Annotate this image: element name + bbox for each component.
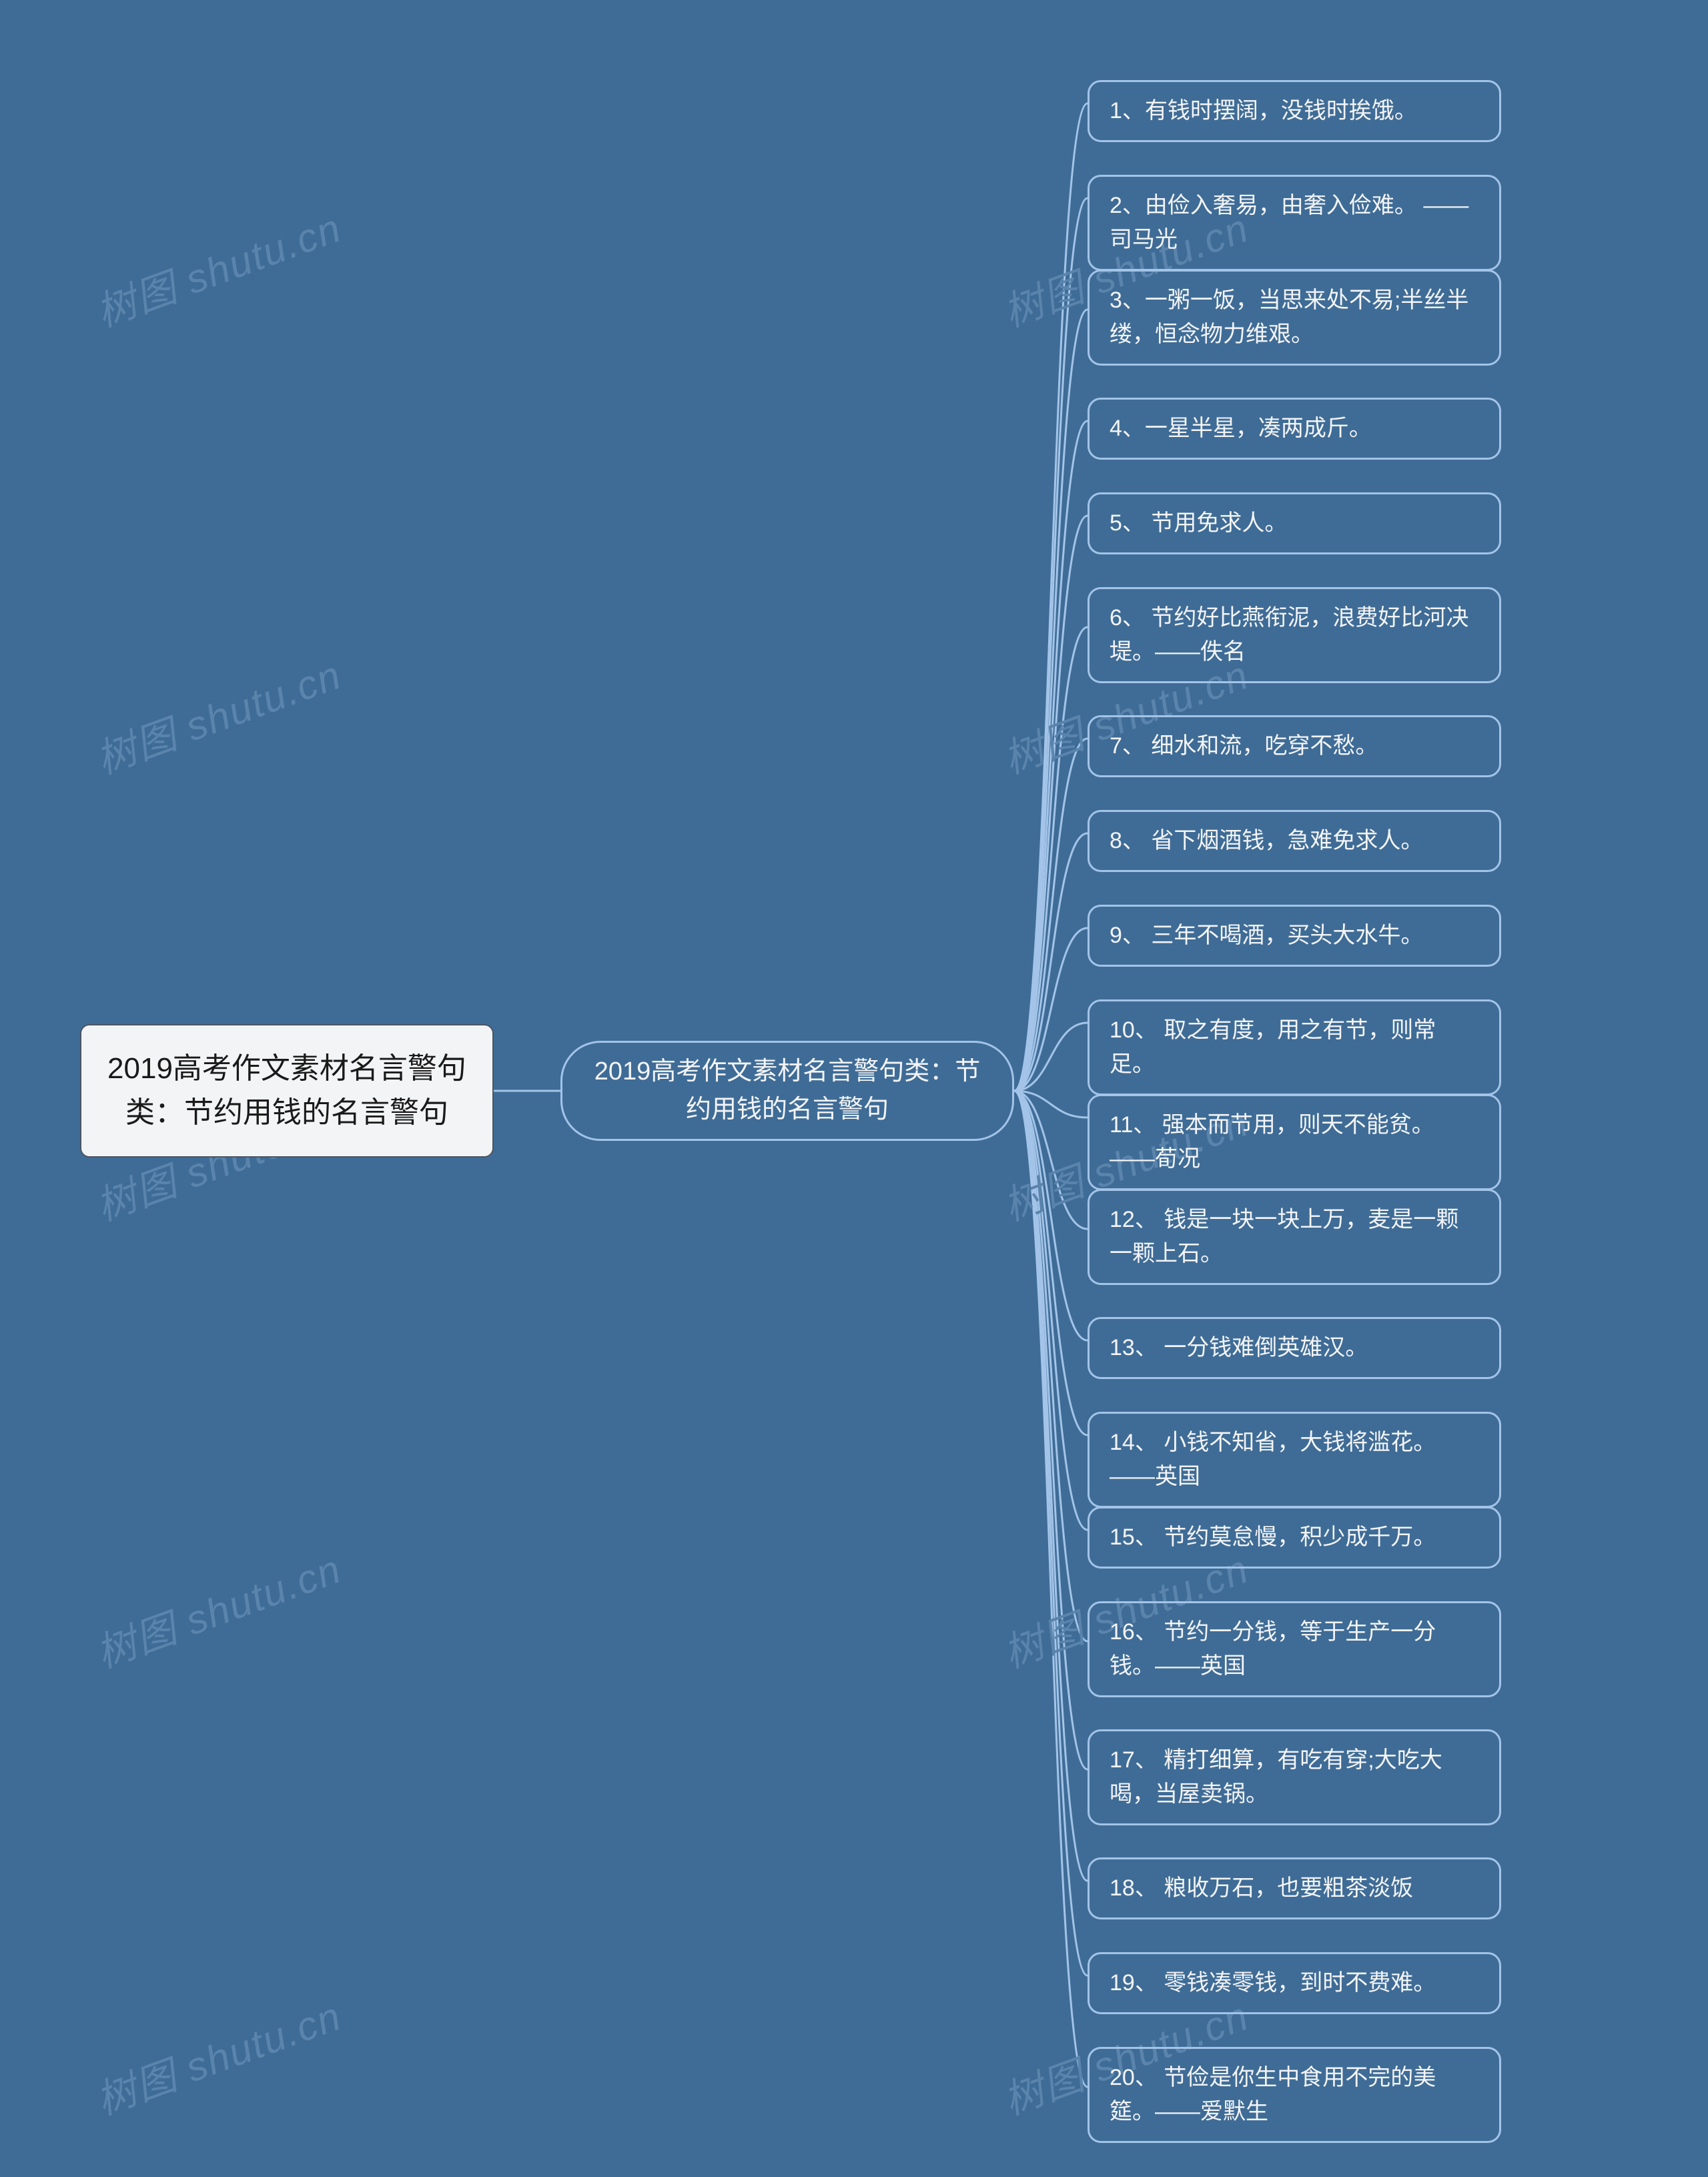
leaf-node: 5、 节用免求人。 [1088,492,1501,554]
leaf-node-text: 13、 一分钱难倒英雄汉。 [1110,1331,1368,1365]
watermark-text: 树图 shutu.cn [87,1984,348,2126]
leaf-node: 17、 精打细算，有吃有穿;大吃大喝，当屋卖锅。 [1088,1729,1501,1825]
leaf-node: 18、 粮收万石，也要粗茶淡饭 [1088,1857,1501,1919]
watermark-text: 树图 shutu.cn [87,195,348,338]
leaf-node-text: 19、 零钱凑零钱，到时不费难。 [1110,1966,1436,2000]
leaf-node: 15、 节约莫怠慢，积少成千万。 [1088,1506,1501,1569]
leaf-node: 9、 三年不喝酒，买头大水牛。 [1088,905,1501,967]
leaf-node: 4、一星半星，凑两成斤。 [1088,398,1501,460]
watermark-text: 树图 shutu.cn [87,642,348,785]
leaf-node-text: 17、 精打细算，有吃有穿;大吃大喝，当屋卖锅。 [1110,1743,1479,1811]
leaf-node-text: 15、 节约莫怠慢，积少成千万。 [1110,1520,1436,1555]
leaf-node-text: 10、 取之有度，用之有节，则常足。 [1110,1013,1479,1081]
leaf-node: 20、 节俭是你生中食用不完的美筵。——爱默生 [1088,2047,1501,2143]
leaf-node-text: 6、 节约好比燕衔泥，浪费好比河决堤。——佚名 [1110,601,1479,669]
leaf-node: 19、 零钱凑零钱，到时不费难。 [1088,1952,1501,2014]
leaf-node: 7、 细水和流，吃穿不愁。 [1088,715,1501,777]
leaf-node: 2、由俭入奢易，由奢入俭难。 ——司马光 [1088,175,1501,271]
middle-node-text: 2019高考作文素材名言警句类：节约用钱的名言警句 [582,1053,992,1129]
mindmap-canvas: 树图 shutu.cn 树图 shutu.cn 树图 shutu.cn 树图 shut… [0,0,1708,2177]
leaf-node-text: 7、 细水和流，吃穿不愁。 [1110,729,1378,763]
leaf-node: 14、 小钱不知省，大钱将滥花。——英国 [1088,1412,1501,1508]
leaf-node-text: 4、一星半星，凑两成斤。 [1110,412,1372,446]
leaf-node-text: 14、 小钱不知省，大钱将滥花。——英国 [1110,1426,1479,1494]
leaf-node: 8、 省下烟酒钱，急难免求人。 [1088,810,1501,872]
leaf-node-text: 12、 钱是一块一块上万，麦是一颗一颗上石。 [1110,1203,1479,1271]
leaf-node-text: 2、由俭入奢易，由奢入俭难。 ——司马光 [1110,189,1479,257]
leaf-node: 11、 强本而节用，则天不能贫。——荀况 [1088,1094,1501,1190]
leaf-node: 10、 取之有度，用之有节，则常足。 [1088,999,1501,1096]
leaf-node-text: 11、 强本而节用，则天不能贫。——荀况 [1110,1108,1479,1176]
leaf-node-text: 9、 三年不喝酒，买头大水牛。 [1110,919,1423,953]
leaf-node-text: 20、 节俭是你生中食用不完的美筵。——爱默生 [1110,2061,1479,2129]
root-node: 2019高考作文素材名言警句类：节约用钱的名言警句 [80,1024,494,1158]
root-node-text: 2019高考作文素材名言警句类：节约用钱的名言警句 [101,1047,472,1135]
leaf-node-text: 1、有钱时摆阔，没钱时挨饿。 [1110,94,1417,128]
leaf-node: 6、 节约好比燕衔泥，浪费好比河决堤。——佚名 [1088,587,1501,683]
leaf-node: 3、一粥一饭，当思来处不易;半丝半缕，恒念物力维艰。 [1088,270,1501,366]
leaf-node: 13、 一分钱难倒英雄汉。 [1088,1317,1501,1379]
leaf-node: 1、有钱时摆阔，没钱时挨饿。 [1088,80,1501,142]
leaf-node: 12、 钱是一块一块上万，麦是一颗一颗上石。 [1088,1189,1501,1285]
watermark-text: 树图 shutu.cn [87,1537,348,1679]
middle-node: 2019高考作文素材名言警句类：节约用钱的名言警句 [560,1041,1014,1141]
leaf-node-text: 5、 节用免求人。 [1110,506,1287,540]
leaf-node-text: 18、 粮收万石，也要粗茶淡饭 [1110,1871,1413,1905]
leaf-node-text: 3、一粥一饭，当思来处不易;半丝半缕，恒念物力维艰。 [1110,284,1479,352]
leaf-node-text: 16、 节约一分钱，等于生产一分钱。——英国 [1110,1615,1479,1683]
leaf-node: 16、 节约一分钱，等于生产一分钱。——英国 [1088,1601,1501,1697]
leaf-node-text: 8、 省下烟酒钱，急难免求人。 [1110,824,1423,858]
